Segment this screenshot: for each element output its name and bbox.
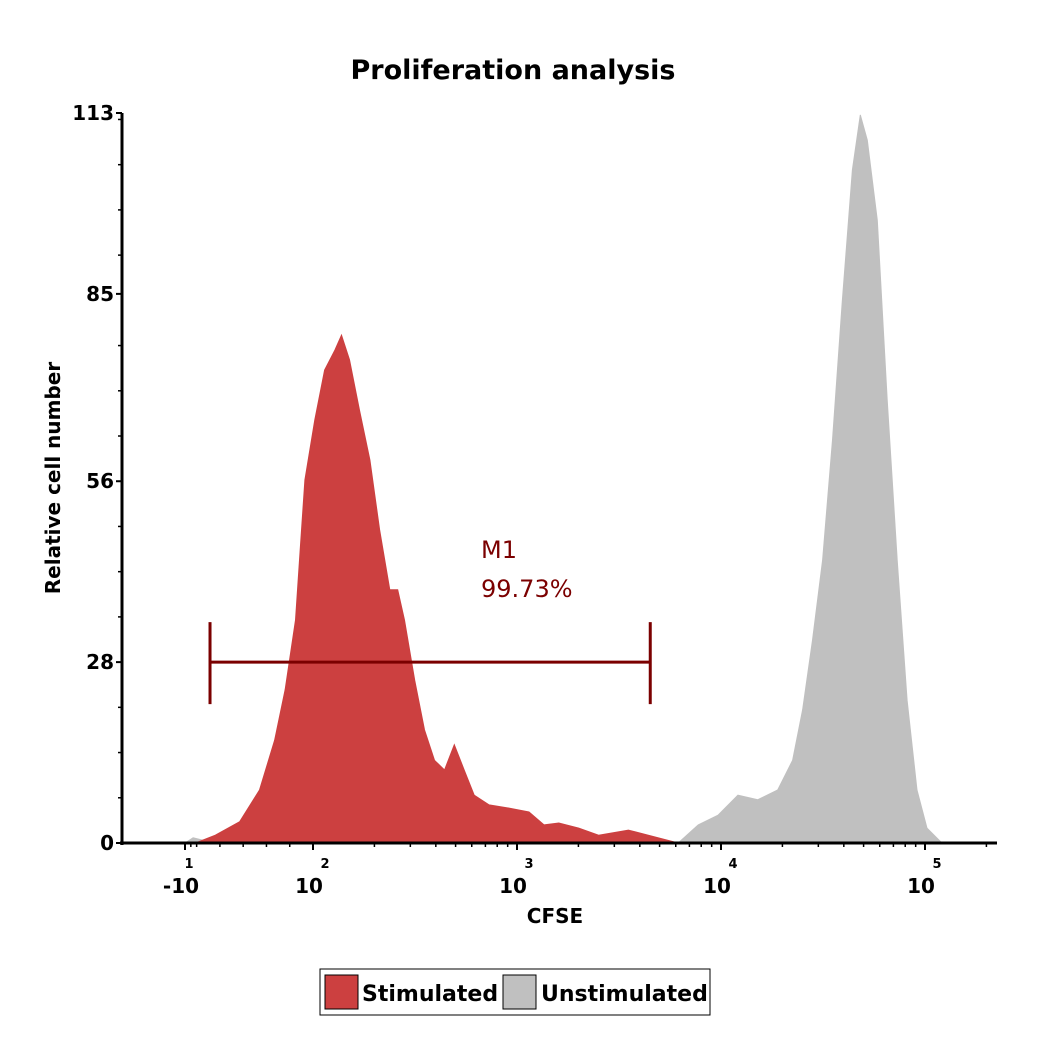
x-tick-label: 10 [499, 874, 527, 898]
series-layer [183, 114, 944, 844]
legend-label-unstimulated: Unstimulated [541, 982, 708, 1007]
y-axis-label: Relative cell number [41, 362, 65, 595]
x-tick-label: 10 [703, 874, 731, 898]
x-axis-label: CFSE [527, 904, 583, 928]
x-tick-label: 10 [295, 874, 323, 898]
gate-name: M1 [481, 536, 517, 564]
series-stimulated [195, 333, 679, 844]
y-tick-label: 56 [86, 469, 114, 493]
x-tick-label: -10 [163, 874, 199, 898]
legend: Stimulated Unstimulated [319, 968, 711, 1016]
y-tick-label: 28 [86, 650, 114, 674]
axes: 0 28 56 85 113 -10 1 10 2 10 3 10 4 10 5 [72, 101, 997, 898]
x-tick-exponent: 2 [320, 857, 329, 872]
chart-title: Proliferation analysis [350, 55, 675, 86]
series-unstimulated [183, 114, 944, 844]
y-tick-label: 113 [72, 101, 114, 125]
legend-swatch-unstimulated [502, 974, 537, 1010]
legend-label-stimulated: Stimulated [362, 982, 498, 1007]
x-tick-exponent: 4 [728, 857, 737, 872]
x-tick-exponent: 1 [184, 857, 193, 872]
x-tick-label: 10 [907, 874, 935, 898]
x-tick-exponent: 3 [524, 857, 533, 872]
gate-m1[interactable]: M1 99.73% [208, 536, 652, 705]
y-tick-label: 0 [100, 831, 114, 855]
y-tick-label: 85 [86, 282, 114, 306]
gate-percent: 99.73% [481, 575, 573, 603]
x-tick-exponent: 5 [932, 857, 941, 872]
legend-swatch-stimulated [324, 974, 359, 1010]
